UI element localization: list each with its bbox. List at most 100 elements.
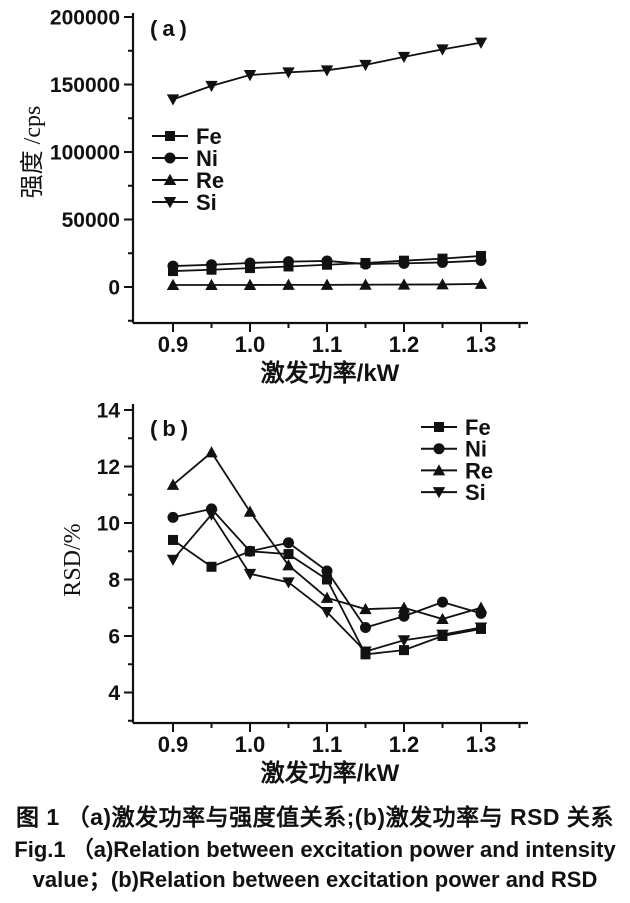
series-marker-si [205, 80, 218, 93]
series-marker-ni [244, 257, 256, 269]
x-tick-label: 1.1 [312, 332, 343, 357]
series-marker-re [320, 278, 334, 290]
y-tick-label: 100000 [50, 142, 120, 165]
series-marker-fe [399, 645, 409, 656]
series-marker-re [243, 278, 257, 290]
series-marker-ni [360, 622, 371, 634]
legend-marker-si [432, 487, 446, 499]
series-marker-ni [167, 260, 179, 272]
chart-b: 4 6 8 10 12 14 0.9 1.0 1.1 1.2 1.3 激发功率/kW RSD/% (b) F… [60, 400, 528, 787]
series-marker-re [397, 601, 411, 613]
series-marker-ni [283, 537, 294, 549]
series-marker-ni [437, 596, 448, 608]
series-marker-re [205, 446, 218, 458]
series-marker-si [282, 67, 295, 79]
series-marker-re [436, 612, 449, 625]
series-marker-re [243, 505, 257, 517]
series-marker-si [436, 44, 449, 56]
series-marker-ni [475, 255, 487, 267]
legend-label-si: Si [196, 190, 217, 215]
x-tick-label: 1.2 [389, 732, 420, 757]
series-marker-si [320, 65, 334, 77]
panel-label: (a) [150, 16, 192, 41]
series-marker-re [436, 278, 449, 290]
series-marker-re [359, 602, 372, 615]
series-marker-si [282, 577, 295, 589]
series-marker-ni [321, 255, 333, 267]
legend-label-fe: Fe [465, 415, 491, 440]
series-marker-ni [283, 256, 294, 268]
series-marker-re [166, 478, 180, 490]
series-marker-re [397, 278, 411, 290]
series-marker-re [166, 278, 180, 290]
y-tick-label: 50000 [62, 209, 120, 232]
caption-english-line2: value；(b)Relation between excitation pow… [32, 867, 598, 892]
series-marker-si [205, 509, 218, 521]
series-marker-si [359, 59, 372, 72]
legend-marker-si [163, 197, 177, 209]
chart-a: 0 50000 100000 150000 200000 0.9 1.0 1.1 1.2 1.3 激… [19, 7, 528, 387]
legend-label-ni: Ni [465, 437, 487, 462]
legend-label-re: Re [465, 458, 493, 483]
series-marker-re [474, 601, 488, 613]
series-marker-si [397, 635, 411, 647]
caption-english-line1: Fig.1 （a)Relation between excitation pow… [14, 837, 616, 862]
x-axis-label: 激发功率/kW [261, 359, 400, 387]
y-tick-label: 4 [108, 682, 120, 705]
caption-chinese: 图 1 （a)激发功率与强度值关系;(b)激发功率与 RSD 关系 [16, 804, 614, 830]
x-tick-label: 0.9 [158, 732, 189, 757]
series-marker-si [243, 70, 257, 82]
panel-label: (b) [150, 416, 193, 441]
series-marker-re [282, 278, 295, 290]
series-marker-fe [168, 534, 178, 545]
legend-label-re: Re [196, 168, 224, 193]
series-marker-si [474, 622, 488, 634]
series-marker-si [436, 629, 449, 641]
series-marker-si [320, 606, 334, 619]
series-marker-ni [244, 545, 256, 557]
legend-label-fe: Fe [196, 124, 222, 149]
legend-marker-ni [433, 443, 445, 455]
series-marker-fe [283, 549, 294, 560]
legend-marker-re [432, 464, 446, 476]
series-marker-ni [206, 259, 217, 271]
legend-marker-re [163, 173, 177, 185]
y-tick-label: 150000 [50, 74, 120, 97]
x-tick-label: 1.1 [312, 732, 343, 757]
series-marker-si [166, 94, 180, 106]
series-marker-si [474, 37, 488, 49]
x-tick-label: 1.3 [466, 732, 497, 757]
y-tick-label: 6 [108, 626, 120, 649]
legend-marker-fe [165, 131, 175, 141]
y-tick-label: 12 [97, 456, 120, 479]
y-tick-label: 8 [108, 569, 120, 592]
series-marker-si [166, 554, 180, 566]
series-marker-si [359, 646, 372, 658]
series-marker-re [320, 591, 334, 603]
series-marker-si [397, 51, 411, 64]
legend-label-si: Si [465, 480, 486, 505]
x-tick-label: 1.3 [466, 332, 497, 357]
x-axis-label: 激发功率/kW [261, 759, 400, 787]
x-tick-label: 0.9 [158, 332, 189, 357]
series-marker-ni [398, 257, 410, 269]
y-tick-label: 200000 [50, 7, 120, 30]
legend-label-ni: Ni [196, 146, 218, 171]
series-marker-ni [360, 258, 371, 270]
y-tick-label: 0 [108, 277, 120, 300]
x-tick-label: 1.0 [235, 732, 266, 757]
series-marker-re [205, 278, 218, 290]
series-marker-ni [398, 610, 410, 622]
series-marker-si [243, 568, 257, 581]
y-tick-label: 10 [97, 513, 120, 536]
series-marker-ni [167, 511, 179, 523]
series-marker-re [359, 278, 372, 290]
series-marker-re [282, 559, 295, 571]
legend-marker-fe [434, 422, 444, 432]
y-tick-label: 14 [97, 400, 121, 423]
series-marker-fe [206, 561, 217, 572]
series-marker-ni [437, 256, 448, 268]
x-tick-label: 1.0 [235, 332, 266, 357]
series-marker-re [474, 277, 488, 289]
